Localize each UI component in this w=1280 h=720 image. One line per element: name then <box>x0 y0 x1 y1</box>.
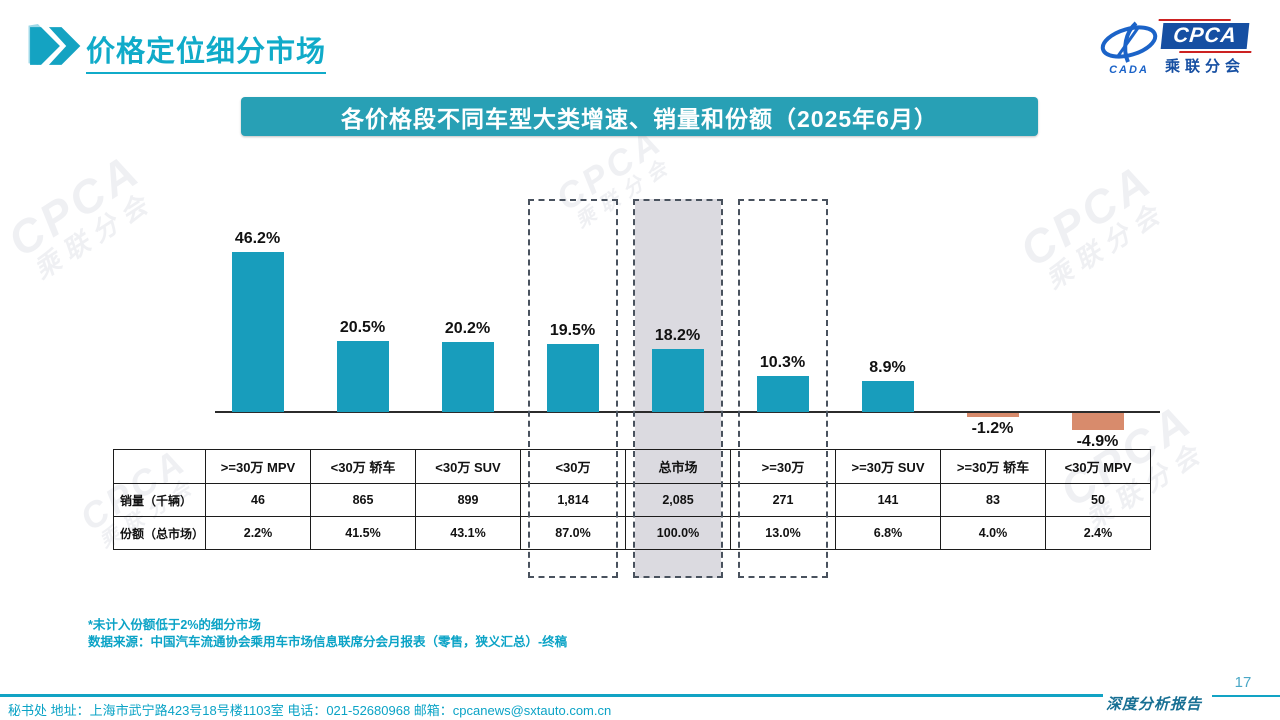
footer-divider-line <box>0 694 1103 697</box>
table-header-cell: <30万 SUV <box>415 449 521 484</box>
watermark-text: 乘联分会 <box>28 185 159 285</box>
bar <box>441 342 494 412</box>
cada-swirl-icon: CADA <box>1098 20 1160 76</box>
svg-text:CADA: CADA <box>1109 64 1149 76</box>
bar-value-label: 19.5% <box>549 322 596 339</box>
logo-stripe <box>1158 19 1231 21</box>
chart-title-banner: 各价格段不同车型大类增速、销量和份额（2025年6月） <box>241 97 1038 136</box>
bar-value-label: 8.9% <box>869 359 906 376</box>
page-number: 17 <box>1234 674 1252 691</box>
watermark-text: 乘联分会 <box>1040 195 1171 295</box>
bar <box>546 344 599 412</box>
table-cell: 50 <box>1045 483 1151 517</box>
table-cell: 4.0% <box>940 516 1046 550</box>
bar-value-label: 46.2% <box>234 230 281 247</box>
table-cell: 13.0% <box>730 516 836 550</box>
footer-address: 秘书处 地址：上海市武宁路423号18号楼1103室 电话：021-526809… <box>8 703 612 718</box>
table-cell: 83 <box>940 483 1046 517</box>
table-header-cell: 总市场 <box>625 449 731 484</box>
table-cell: 100.0% <box>625 516 731 550</box>
page-title: 价格定位细分市场 <box>86 28 327 74</box>
table-row-label: 销量（千辆） <box>113 483 206 517</box>
footnote-line1: *未计入份额低于2%的细分市场 <box>88 618 261 632</box>
bar-value-label: 10.3% <box>759 354 806 371</box>
table-corner-cell <box>113 449 206 484</box>
bar-value-label: 20.5% <box>339 319 386 336</box>
table-cell: 6.8% <box>835 516 941 550</box>
cpca-logo: CADA CPCA 乘联分会 <box>1098 19 1254 76</box>
table-cell: 43.1% <box>415 516 521 550</box>
table-header-cell: <30万 <box>520 449 626 484</box>
logo-subtitle: 乘联分会 <box>1164 58 1245 75</box>
x-axis-line <box>215 411 1160 413</box>
bar <box>336 341 389 412</box>
bar <box>756 376 809 412</box>
table-header-cell: >=30万 SUV <box>835 449 941 484</box>
table-cell: 865 <box>310 483 416 517</box>
bar <box>861 381 914 412</box>
highlight-box-over-300k <box>738 199 828 578</box>
table-cell: 899 <box>415 483 521 517</box>
table-cell: 271 <box>730 483 836 517</box>
watermark-text: CPCA <box>0 143 150 267</box>
cpca-watermark: CPCA 乘联分会 <box>0 143 162 286</box>
footnotes: *未计入份额低于2%的细分市场 数据来源：中国汽车流通协会乘用车市场信息联席分会… <box>88 617 567 651</box>
cpca-logo-text: CPCA <box>1158 19 1252 53</box>
data-table: >=30万 MPV <30万 轿车 <30万 SUV <30万 总市场 >=30万 >=30… <box>113 449 1151 550</box>
bar-value-label: 18.2% <box>654 327 701 344</box>
report-type-label: 深度分析报告 <box>1106 697 1203 713</box>
table-cell: 46 <box>205 483 311 517</box>
table-cell: 2.4% <box>1045 516 1151 550</box>
highlight-box-under-300k <box>528 199 618 578</box>
watermark-text: CPCA <box>1010 153 1162 277</box>
table-header-cell: >=30万 MPV <box>205 449 311 484</box>
footer-divider-line-right <box>1212 695 1280 697</box>
table-cell: 141 <box>835 483 941 517</box>
logo-right: CPCA 乘联分会 <box>1158 19 1252 76</box>
bar-value-label: -1.2% <box>971 420 1014 437</box>
table-header-cell: <30万 轿车 <box>310 449 416 484</box>
table-cell: 41.5% <box>310 516 416 550</box>
double-chevron-icon <box>27 24 85 73</box>
bar <box>231 252 284 412</box>
bar <box>1071 413 1124 430</box>
table-header-cell: >=30万 <box>730 449 836 484</box>
bar <box>966 413 1019 417</box>
table-row-label: 份额（总市场） <box>113 516 206 550</box>
cpca-watermark: CPCA 乘联分会 <box>1010 153 1174 296</box>
bar-value-label: 20.2% <box>444 320 491 337</box>
logo-stripe <box>1179 51 1252 53</box>
table-header-cell: >=30万 轿车 <box>940 449 1046 484</box>
cpca-label: CPCA <box>1172 24 1239 47</box>
highlight-box-total-market <box>633 199 723 578</box>
table-cell: 2.2% <box>205 516 311 550</box>
bar-value-label: -4.9% <box>1076 433 1119 450</box>
bar <box>651 349 704 412</box>
table-header-cell: <30万 MPV <box>1045 449 1151 484</box>
table-cell: 87.0% <box>520 516 626 550</box>
footnote-line2: 数据来源：中国汽车流通协会乘用车市场信息联席分会月报表（零售，狭义汇总）-终稿 <box>88 635 568 649</box>
